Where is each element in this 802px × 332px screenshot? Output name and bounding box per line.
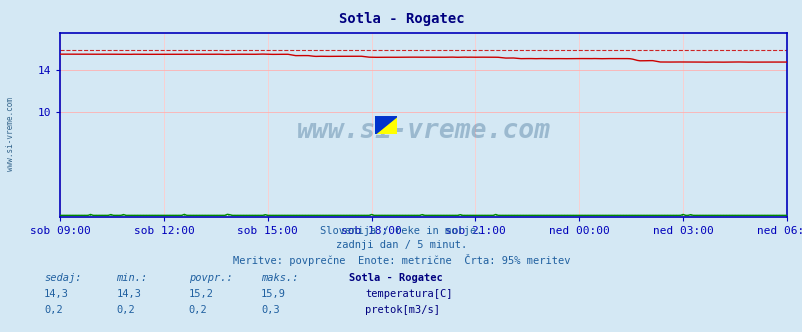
Text: zadnji dan / 5 minut.: zadnji dan / 5 minut. [335,240,467,250]
Text: Sotla - Rogatec: Sotla - Rogatec [338,12,464,26]
Text: 14,3: 14,3 [44,289,69,299]
Text: pretok[m3/s]: pretok[m3/s] [365,305,439,315]
Text: www.si-vreme.com: www.si-vreme.com [6,98,15,171]
Text: maks.:: maks.: [261,273,298,283]
Polygon shape [375,116,397,134]
Text: min.:: min.: [116,273,148,283]
Text: 0,2: 0,2 [44,305,63,315]
Text: Meritve: povprečne  Enote: metrične  Črta: 95% meritev: Meritve: povprečne Enote: metrične Črta:… [233,254,569,266]
Text: 15,2: 15,2 [188,289,213,299]
Text: 14,3: 14,3 [116,289,141,299]
Text: 0,2: 0,2 [116,305,135,315]
Polygon shape [375,116,397,134]
Text: povpr.:: povpr.: [188,273,232,283]
Text: Slovenija / reke in morje.: Slovenija / reke in morje. [320,226,482,236]
Text: 0,2: 0,2 [188,305,207,315]
Text: Sotla - Rogatec: Sotla - Rogatec [349,273,443,283]
Text: sedaj:: sedaj: [44,273,82,283]
Text: temperatura[C]: temperatura[C] [365,289,452,299]
Text: www.si-vreme.com: www.si-vreme.com [296,118,550,144]
Text: 15,9: 15,9 [261,289,286,299]
Text: 0,3: 0,3 [261,305,279,315]
